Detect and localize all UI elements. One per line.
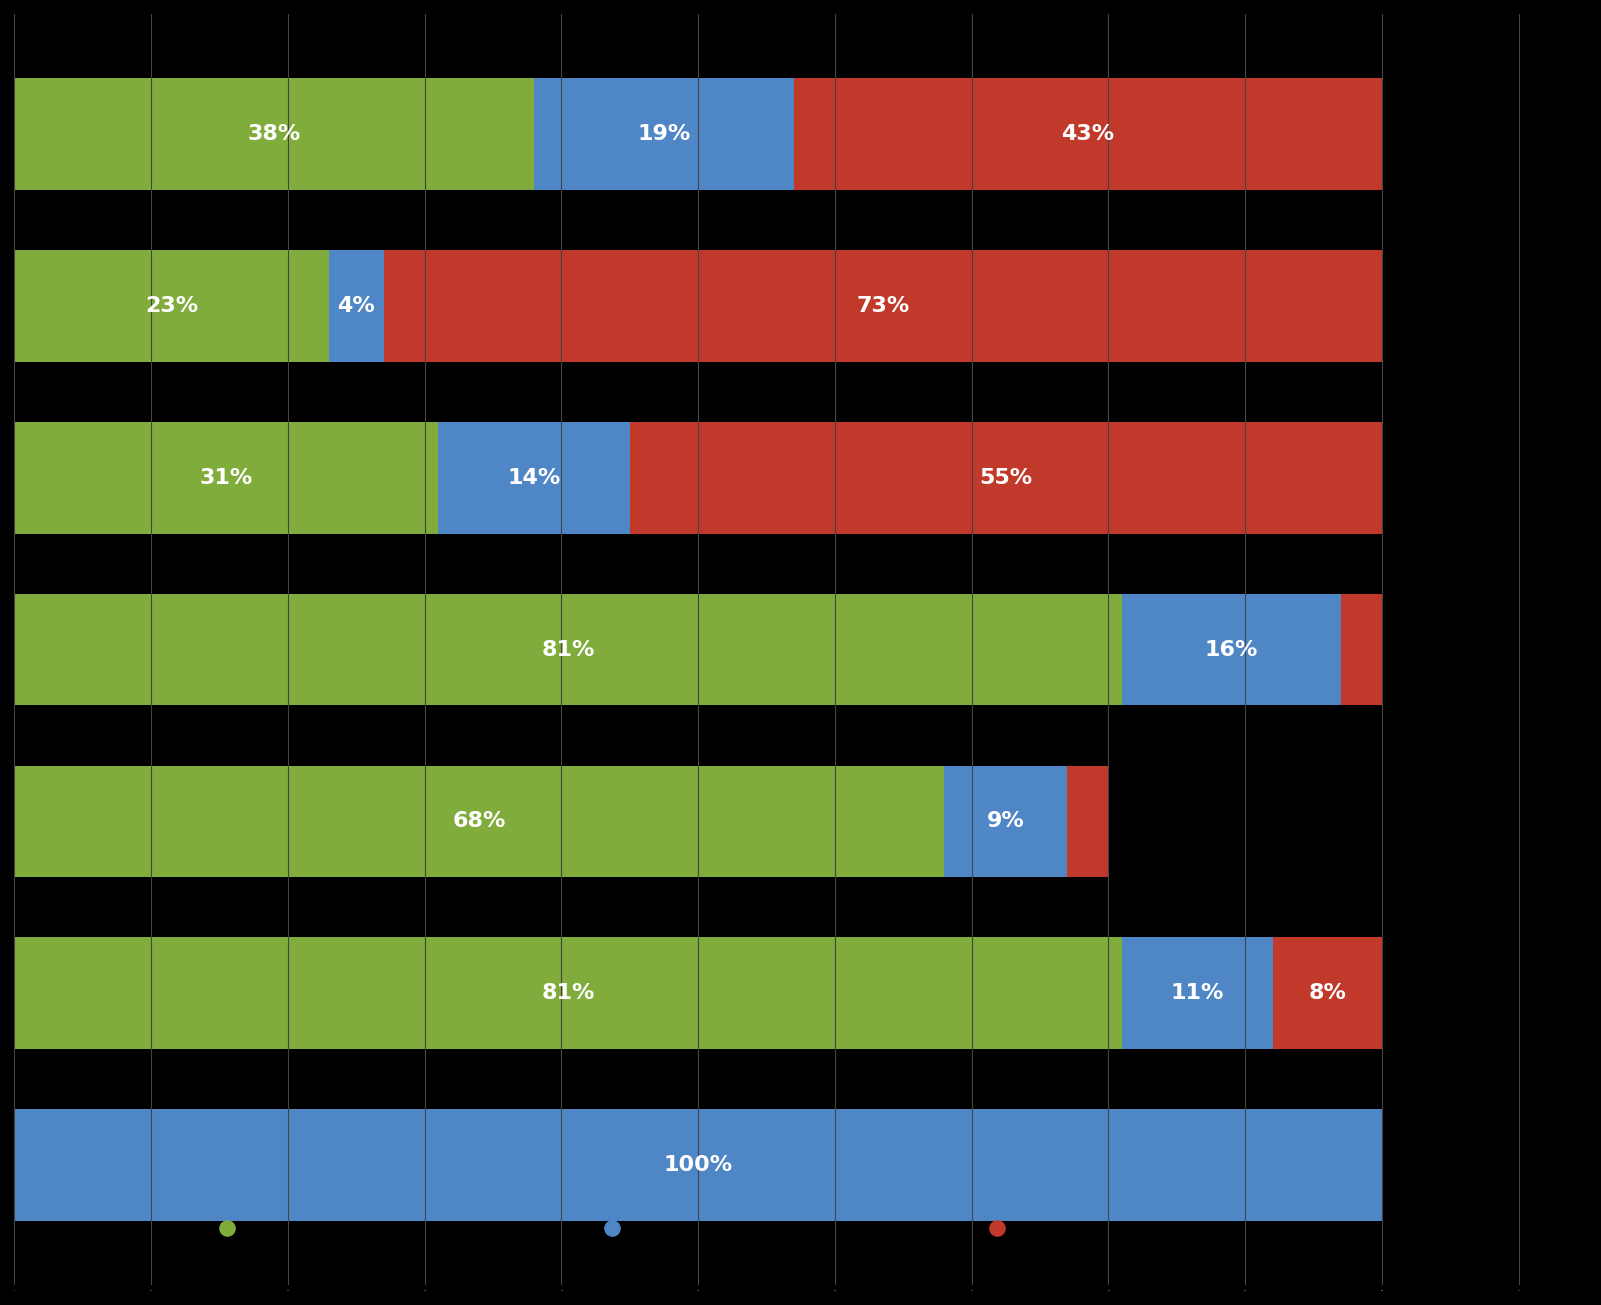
Text: 23%: 23% (146, 296, 199, 316)
Bar (794, 78, 1382, 191)
Text: 19%: 19% (637, 124, 690, 144)
Bar (945, 766, 1068, 877)
Text: 4%: 4% (338, 296, 375, 316)
Text: 68%: 68% (453, 812, 506, 831)
Text: 55%: 55% (980, 467, 1033, 488)
Bar (535, 78, 794, 191)
Bar (629, 422, 1382, 534)
Bar (1122, 937, 1273, 1049)
Text: 73%: 73% (857, 296, 909, 316)
Text: 43%: 43% (1061, 124, 1114, 144)
Bar (14, 766, 945, 877)
Text: 11%: 11% (1170, 983, 1225, 1004)
Bar (14, 422, 439, 534)
Bar (14, 78, 535, 191)
Bar (14, 251, 328, 361)
Bar (14, 1109, 1382, 1220)
Bar (328, 251, 384, 361)
Bar (1273, 937, 1382, 1049)
Point (3, 1147, 29, 1168)
Text: 100%: 100% (663, 1155, 733, 1174)
Point (6, 1147, 32, 1168)
Bar (1068, 766, 1108, 877)
Text: 16%: 16% (1206, 639, 1258, 659)
Text: 81%: 81% (541, 639, 596, 659)
Text: 8%: 8% (1308, 983, 1346, 1004)
Text: 31%: 31% (200, 467, 253, 488)
Text: 9%: 9% (986, 812, 1025, 831)
Text: 14%: 14% (508, 467, 560, 488)
Bar (1342, 594, 1382, 706)
Bar (384, 251, 1382, 361)
Bar (14, 937, 1122, 1049)
Text: 38%: 38% (248, 124, 301, 144)
Bar (14, 594, 1122, 706)
Text: 81%: 81% (541, 983, 596, 1004)
Bar (439, 422, 629, 534)
Point (10, 1147, 35, 1168)
Bar (1122, 594, 1342, 706)
